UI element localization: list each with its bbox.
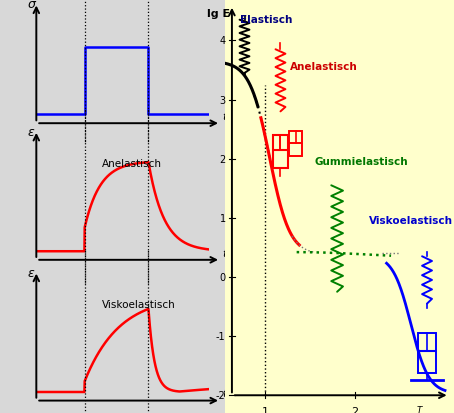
Text: 4: 4 [219, 36, 226, 46]
Text: Elastisch: Elastisch [240, 15, 292, 25]
Text: 2: 2 [219, 154, 226, 164]
Text: Anelastisch: Anelastisch [102, 159, 162, 169]
Text: -2: -2 [216, 390, 226, 400]
Text: 1: 1 [219, 213, 226, 223]
Text: -1: -1 [216, 331, 226, 341]
Text: 3: 3 [219, 95, 226, 105]
Text: ε: ε [28, 266, 35, 279]
Text: Anelastisch: Anelastisch [291, 62, 358, 72]
Text: σ: σ [28, 0, 35, 11]
Text: 1: 1 [262, 406, 269, 413]
Text: t: t [222, 112, 227, 122]
Text: $\frac{T}{T_c}$: $\frac{T}{T_c}$ [415, 404, 425, 413]
Text: lg E: lg E [207, 9, 230, 19]
Bar [418, 333, 436, 373]
Text: Viskoelastisch: Viskoelastisch [369, 215, 453, 225]
Text: 0: 0 [219, 272, 226, 282]
Text: ε: ε [28, 126, 35, 139]
Text: Viskoelastisch: Viskoelastisch [102, 299, 176, 309]
Bar [273, 136, 288, 168]
Text: Gummielastisch: Gummielastisch [315, 157, 408, 166]
Bar [290, 132, 302, 157]
Text: t: t [222, 248, 227, 258]
Text: 2: 2 [351, 406, 359, 413]
Text: t: t [222, 388, 227, 398]
